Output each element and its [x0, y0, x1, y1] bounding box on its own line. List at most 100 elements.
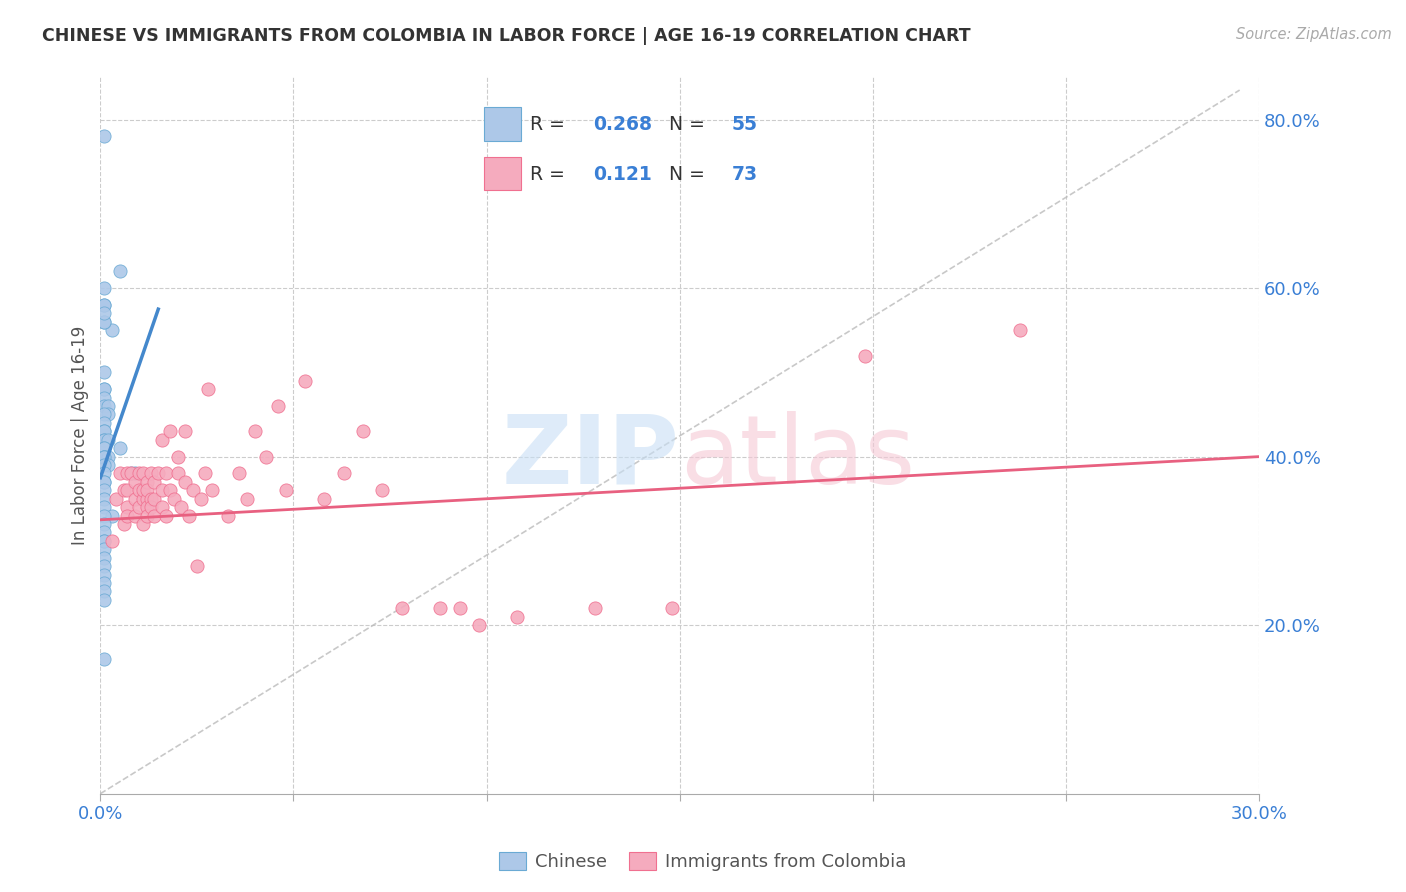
Point [166, 450, 188, 464]
Point [124, 475, 146, 489]
Point [217, 508, 239, 523]
Bar [484, 157, 520, 190]
Point [93, 425, 115, 439]
Point [117, 483, 139, 498]
Point [583, 601, 606, 615]
Point [108, 467, 131, 481]
Point [506, 609, 529, 624]
Point [155, 467, 177, 481]
Point [332, 467, 354, 481]
Point [93, 491, 115, 506]
Point [93, 550, 115, 565]
Point [93, 129, 115, 144]
Point [132, 516, 155, 531]
Point [468, 618, 491, 632]
Point [143, 508, 166, 523]
Point [108, 264, 131, 278]
Point [135, 508, 157, 523]
Point [186, 559, 208, 574]
Point [93, 450, 115, 464]
Text: atlas: atlas [679, 410, 915, 504]
Point [197, 382, 219, 396]
Legend: Chinese, Immigrants from Colombia: Chinese, Immigrants from Colombia [492, 845, 914, 879]
Point [135, 483, 157, 498]
Point [93, 450, 115, 464]
Point [170, 500, 193, 515]
Point [93, 475, 115, 489]
Point [108, 441, 131, 455]
Point [117, 467, 139, 481]
Point [93, 475, 115, 489]
Point [93, 382, 115, 396]
Point [128, 467, 150, 481]
Point [93, 365, 115, 379]
Text: 73: 73 [733, 165, 758, 184]
Point [93, 542, 115, 557]
Point [93, 652, 115, 666]
Point [150, 500, 173, 515]
Point [201, 483, 224, 498]
Point [124, 491, 146, 506]
Point [101, 533, 124, 548]
Point [93, 584, 115, 599]
Point [132, 491, 155, 506]
Point [97, 458, 120, 472]
Point [135, 500, 157, 515]
Point [101, 323, 124, 337]
Point [159, 483, 181, 498]
Text: 0.268: 0.268 [593, 115, 652, 134]
Point [93, 508, 115, 523]
Point [179, 508, 201, 523]
Point [124, 508, 146, 523]
Point [159, 425, 181, 439]
Text: R =: R = [530, 115, 571, 134]
Point [93, 298, 115, 312]
Text: CHINESE VS IMMIGRANTS FROM COLOMBIA IN LABOR FORCE | AGE 16-19 CORRELATION CHART: CHINESE VS IMMIGRANTS FROM COLOMBIA IN L… [42, 27, 970, 45]
Point [120, 467, 142, 481]
Point [139, 467, 162, 481]
Point [93, 399, 115, 413]
Point [97, 399, 120, 413]
Point [294, 374, 316, 388]
Point [124, 467, 146, 481]
Point [243, 425, 266, 439]
Point [93, 483, 115, 498]
Point [104, 491, 127, 506]
Point [93, 315, 115, 329]
Point [132, 483, 155, 498]
Point [174, 475, 197, 489]
Point [93, 382, 115, 396]
Point [274, 483, 297, 498]
Point [93, 306, 115, 320]
Text: R =: R = [530, 165, 578, 184]
Point [93, 450, 115, 464]
Text: 0.121: 0.121 [593, 165, 652, 184]
Point [93, 298, 115, 312]
Point [661, 601, 683, 615]
Point [150, 483, 173, 498]
Text: N =: N = [669, 115, 711, 134]
Point [254, 450, 277, 464]
Point [371, 483, 394, 498]
Point [314, 491, 336, 506]
Point [128, 500, 150, 515]
Point [128, 483, 150, 498]
Point [97, 408, 120, 422]
Point [93, 315, 115, 329]
Point [135, 475, 157, 489]
Point [93, 567, 115, 582]
Point [93, 516, 115, 531]
Point [139, 500, 162, 515]
Point [93, 281, 115, 295]
Point [155, 508, 177, 523]
Point [93, 525, 115, 540]
Point [93, 450, 115, 464]
Point [93, 458, 115, 472]
Point [853, 349, 876, 363]
Point [449, 601, 471, 615]
Point [190, 491, 212, 506]
Text: 55: 55 [733, 115, 758, 134]
Point [101, 508, 124, 523]
Point [236, 491, 259, 506]
Point [148, 467, 170, 481]
